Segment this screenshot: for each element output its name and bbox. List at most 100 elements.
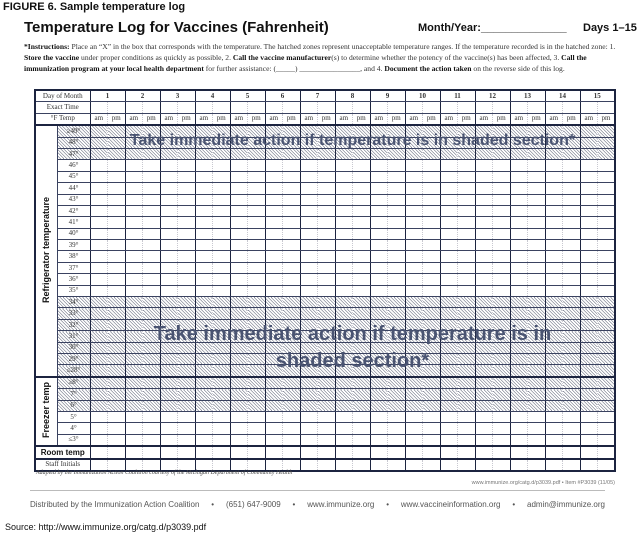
log-cell[interactable]: [474, 422, 493, 435]
log-cell[interactable]: [247, 227, 266, 241]
log-cell[interactable]: [474, 457, 493, 472]
log-cell[interactable]: [299, 101, 318, 114]
log-cell[interactable]: [352, 159, 371, 172]
log-cell[interactable]: [107, 433, 126, 447]
log-cell[interactable]: [124, 159, 143, 172]
log-cell[interactable]: [107, 445, 126, 460]
log-cell[interactable]: [597, 307, 616, 320]
log-cell[interactable]: [439, 445, 458, 460]
log-cell[interactable]: [509, 159, 528, 172]
log-cell[interactable]: [229, 318, 248, 332]
log-cell[interactable]: [194, 136, 213, 149]
log-cell[interactable]: [142, 101, 161, 114]
log-cell[interactable]: [177, 433, 196, 447]
log-cell[interactable]: [544, 204, 563, 218]
log-cell[interactable]: [142, 216, 161, 229]
log-cell[interactable]: [352, 410, 371, 424]
log-cell[interactable]: [579, 284, 598, 298]
log-cell[interactable]: [492, 307, 511, 320]
log-cell[interactable]: [107, 216, 126, 229]
log-cell[interactable]: [597, 101, 616, 114]
log-cell[interactable]: [439, 159, 458, 172]
log-cell[interactable]: [334, 159, 353, 172]
log-cell[interactable]: [474, 193, 493, 206]
log-cell[interactable]: [597, 261, 616, 275]
log-cell[interactable]: [107, 296, 126, 309]
log-cell[interactable]: [159, 216, 178, 229]
log-cell[interactable]: [387, 124, 406, 138]
log-cell[interactable]: [369, 227, 388, 241]
log-cell[interactable]: [352, 341, 371, 355]
log-cell[interactable]: [299, 261, 318, 275]
log-cell[interactable]: [544, 101, 563, 114]
log-cell[interactable]: [107, 364, 126, 378]
log-cell[interactable]: [422, 364, 441, 378]
log-cell[interactable]: [194, 261, 213, 275]
log-cell[interactable]: pm: [352, 112, 371, 126]
log-cell[interactable]: [107, 307, 126, 320]
log-cell[interactable]: [334, 410, 353, 424]
log-cell[interactable]: [107, 250, 126, 263]
log-cell[interactable]: [177, 227, 196, 241]
log-cell[interactable]: [317, 182, 336, 195]
log-cell[interactable]: [422, 273, 441, 286]
log-cell[interactable]: [282, 250, 301, 263]
log-cell[interactable]: [177, 147, 196, 161]
log-cell[interactable]: [562, 341, 581, 355]
log-cell[interactable]: [597, 227, 616, 241]
log-cell[interactable]: [597, 352, 616, 366]
log-cell[interactable]: [474, 182, 493, 195]
log-cell[interactable]: [422, 204, 441, 218]
log-cell[interactable]: [299, 204, 318, 218]
log-cell[interactable]: [597, 330, 616, 343]
log-cell[interactable]: [334, 124, 353, 138]
log-cell[interactable]: [562, 147, 581, 161]
log-cell[interactable]: [159, 273, 178, 286]
log-cell[interactable]: [474, 227, 493, 241]
log-cell[interactable]: [282, 124, 301, 138]
log-cell[interactable]: [247, 375, 266, 390]
log-cell[interactable]: [352, 284, 371, 298]
log-cell[interactable]: [544, 410, 563, 424]
log-cell[interactable]: [544, 193, 563, 206]
log-cell[interactable]: [562, 261, 581, 275]
log-cell[interactable]: [439, 433, 458, 447]
log-cell[interactable]: [247, 399, 266, 412]
log-cell[interactable]: [229, 159, 248, 172]
log-cell[interactable]: [404, 170, 423, 184]
log-cell[interactable]: [334, 101, 353, 114]
log-cell[interactable]: [107, 352, 126, 366]
log-cell[interactable]: [457, 182, 476, 195]
log-cell[interactable]: [299, 318, 318, 332]
log-cell[interactable]: [264, 227, 283, 241]
log-cell[interactable]: [562, 307, 581, 320]
log-cell[interactable]: [124, 445, 143, 460]
log-cell[interactable]: [562, 204, 581, 218]
log-cell[interactable]: [177, 170, 196, 184]
log-cell[interactable]: [299, 341, 318, 355]
log-cell[interactable]: [457, 388, 476, 401]
log-cell[interactable]: [194, 159, 213, 172]
log-cell[interactable]: [387, 227, 406, 241]
log-cell[interactable]: [264, 284, 283, 298]
log-cell[interactable]: [509, 399, 528, 412]
log-cell[interactable]: [177, 204, 196, 218]
log-cell[interactable]: [527, 399, 546, 412]
log-cell[interactable]: [492, 124, 511, 138]
log-cell[interactable]: [474, 170, 493, 184]
log-cell[interactable]: [89, 307, 108, 320]
log-cell[interactable]: [212, 433, 231, 447]
log-cell[interactable]: [282, 284, 301, 298]
log-cell[interactable]: [264, 296, 283, 309]
log-cell[interactable]: [474, 239, 493, 252]
log-cell[interactable]: [439, 284, 458, 298]
log-cell[interactable]: [142, 261, 161, 275]
log-cell[interactable]: [439, 341, 458, 355]
log-cell[interactable]: [212, 170, 231, 184]
log-cell[interactable]: [177, 216, 196, 229]
log-cell[interactable]: [194, 422, 213, 435]
log-cell[interactable]: [229, 101, 248, 114]
log-cell[interactable]: [334, 136, 353, 149]
log-cell[interactable]: [334, 330, 353, 343]
log-cell[interactable]: [264, 307, 283, 320]
